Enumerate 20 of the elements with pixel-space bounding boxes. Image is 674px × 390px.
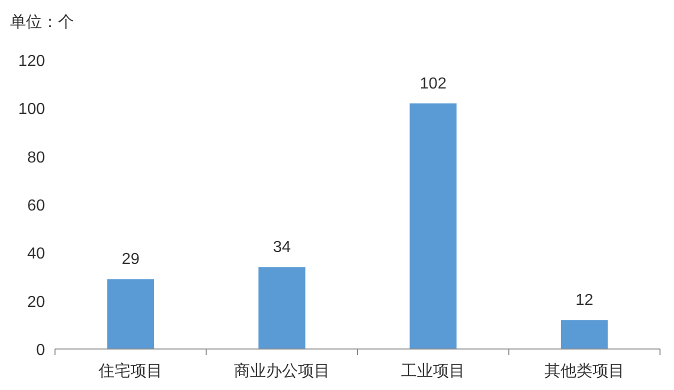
y-tick-label: 80 [27, 149, 46, 166]
bar [410, 103, 457, 349]
y-tick-label: 60 [27, 198, 46, 214]
y-tick-label: 20 [27, 294, 46, 311]
bar [258, 267, 306, 349]
y-tick-label: 120 [18, 53, 46, 70]
x-tick-label: 住宅项目 [98, 362, 163, 380]
data-label: 12 [575, 292, 594, 310]
y-axis-title: 单位：个 [10, 13, 74, 31]
data-label: 102 [420, 75, 447, 92]
bar [107, 279, 154, 349]
x-tick-label: 商业办公项目 [234, 362, 330, 380]
bar [560, 320, 608, 349]
y-tick-label: 0 [36, 342, 46, 359]
x-tick-label: 其他类项目 [544, 362, 624, 380]
y-tick-label: 100 [18, 101, 46, 118]
x-tick-label: 工业项目 [401, 362, 466, 380]
y-tick-label: 40 [27, 246, 46, 263]
data-label: 29 [122, 251, 140, 268]
data-label: 34 [272, 239, 291, 256]
